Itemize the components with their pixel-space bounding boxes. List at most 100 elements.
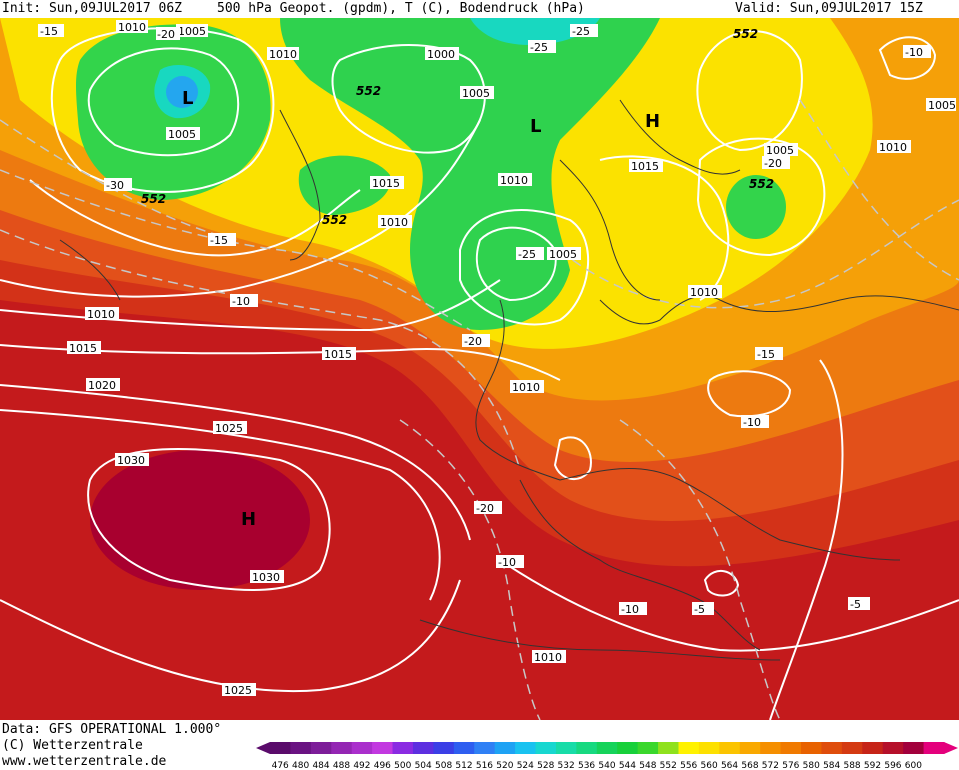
geopot-label: 552 [322,213,347,227]
svg-text:1025: 1025 [215,422,243,435]
svg-text:-20: -20 [764,157,782,170]
svg-text:-15: -15 [757,348,775,361]
pressure-label: 1015 [67,341,101,355]
svg-text:1030: 1030 [117,454,145,467]
svg-text:-10: -10 [905,46,923,59]
legend-tick-label: 492 [353,761,370,770]
pressure-label: 1030 [115,453,149,467]
temp-label: -5 [848,597,870,611]
legend-tick-label: 476 [272,761,289,770]
legend-tick-label: 524 [517,761,534,770]
legend-swatch [821,742,843,754]
website-text: www.wetterzentrale.de [2,754,167,769]
svg-text:1015: 1015 [631,160,659,173]
legend-swatch [412,742,434,754]
legend-swatch [678,742,700,754]
temp-label: -25 [528,40,556,54]
legend-swatch [841,742,863,754]
legend-swatch [555,742,577,754]
legend-tick-label: 532 [558,761,575,770]
legend-tick-label: 508 [435,761,452,770]
pressure-label: 1030 [250,570,284,584]
pressure-label: 1010 [378,215,412,229]
svg-text:-10: -10 [498,556,516,569]
geopot-label: 552 [749,177,774,191]
svg-text:-5: -5 [694,603,705,616]
legend-tick-label: 568 [741,761,758,770]
svg-text:1005: 1005 [549,248,577,261]
legend-tick-label: 528 [537,761,554,770]
temp-label: 1005 [926,98,956,112]
temp-label: -10 [741,415,769,429]
temperature-labels: -15 -20 -25 -25 -10 -20 -30 -15 -10 -20 … [38,24,956,616]
pressure-label: 1025 [222,683,256,697]
temp-label: -15 [38,24,64,38]
pressure-label: 1010 [498,173,532,187]
legend-swatch [453,742,475,754]
svg-text:-10: -10 [621,603,639,616]
svg-text:-15: -15 [210,234,228,247]
legend-tick-label: 548 [639,761,656,770]
svg-text:-25: -25 [530,41,548,54]
chart-title: 500 hPa Geopot. (gpdm), T (C), Bodendruc… [217,1,585,16]
green-cutoff-east [726,175,786,239]
svg-text:1010: 1010 [500,174,528,187]
temp-label: -15 [208,233,236,247]
temp-label: -30 [104,178,132,192]
copyright-text: (C) Wetterzentrale [2,738,143,753]
pressure-label: 1010 [267,47,299,61]
legend-tick-label: 596 [884,761,901,770]
header-bar: Init: Sun,09JUL2017 06Z 500 hPa Geopot. … [0,0,959,18]
legend-tick-label: 516 [476,761,493,770]
svg-text:1005: 1005 [168,128,196,141]
legend-tick-label: 600 [905,761,922,770]
legend-tick-label: 592 [864,761,881,770]
temp-label: -10 [230,294,258,308]
legend-swatch [698,742,720,754]
legend-tick-label: 512 [455,761,472,770]
legend-swatch [903,742,925,754]
data-source-text: Data: GFS OPERATIONAL 1.000° [2,722,222,737]
svg-text:1020: 1020 [88,379,116,392]
geopot-label: 552 [356,84,381,98]
svg-text:1005: 1005 [462,87,490,100]
legend-tick-label: 480 [292,761,309,770]
legend-tick-label: 552 [660,761,677,770]
legend-tick-label: 484 [312,761,329,770]
legend-swatch [535,742,557,754]
svg-text:1025: 1025 [224,684,252,697]
legend-swatch [801,742,822,754]
pressure-label: 1015 [370,176,404,190]
legend-swatch [760,742,782,754]
temp-label: -10 [903,45,931,59]
legend-swatch [372,742,394,754]
legend-swatch [270,742,291,754]
legend-arrow-right [944,742,958,754]
temp-label: -20 [762,156,790,170]
svg-text:-10: -10 [743,416,761,429]
legend-tick-label: 488 [333,761,350,770]
legend-swatch [392,742,414,754]
pressure-centers: L L H H [182,88,660,530]
legend-tick-label: 576 [782,761,799,770]
pressure-label: 1005 [176,24,208,38]
svg-text:1010: 1010 [879,141,907,154]
pressure-label: 1020 [86,378,120,392]
coastlines [59,99,959,661]
temp-label: -10 [619,602,647,616]
legend-swatch [596,742,618,754]
temp-label: -25 [516,247,544,261]
svg-text:1015: 1015 [69,342,97,355]
svg-text:1005: 1005 [766,144,794,157]
valid-time: Valid: Sun,09JUL2017 15Z [735,1,923,16]
geopot-label: 552 [733,27,758,41]
pressure-label: 1015 [629,159,663,173]
svg-text:-10: -10 [232,295,250,308]
legend-swatch [515,742,537,754]
svg-text:-20: -20 [157,28,175,41]
svg-text:1010: 1010 [87,308,115,321]
legend-swatch [719,742,741,754]
legend-swatch [617,742,639,754]
temp-label: -10 [496,555,524,569]
legend-swatch [576,742,598,754]
